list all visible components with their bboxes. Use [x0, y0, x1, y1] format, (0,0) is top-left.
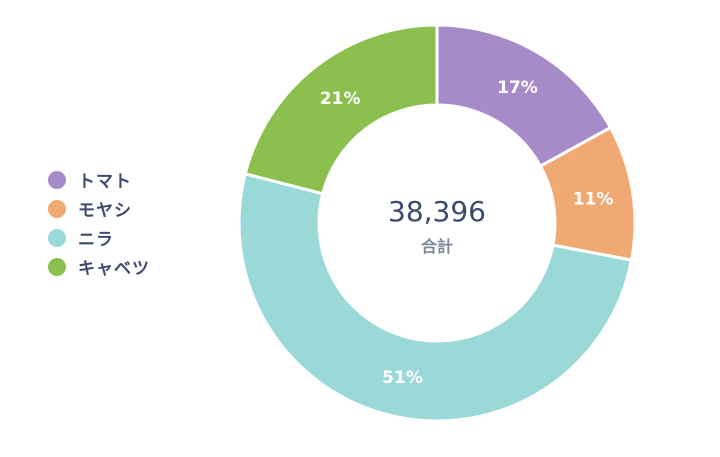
legend-label-cabbage: キャベツ [78, 259, 150, 279]
legend-swatch-cabbage [48, 257, 66, 276]
slice-labels: 17% 11% 51% 21% [320, 78, 614, 388]
legend-item-nira: ニラ [48, 226, 150, 250]
legend-swatch-moyashi [48, 199, 66, 218]
legend-swatch-nira [48, 228, 66, 247]
center-label: 合計 [421, 237, 453, 256]
legend-swatch-tomato [48, 170, 66, 189]
center-total: 38,396 [388, 195, 486, 228]
donut-slice-tomato [435, 23, 613, 169]
legend-label-moyashi: モヤシ [78, 201, 132, 221]
slice-label-moyashi: 11% [573, 189, 614, 209]
slice-label-tomato: 17% [497, 78, 538, 98]
chart-legend: トマト モヤシ ニラ キャベツ [48, 168, 150, 279]
legend-label-tomato: トマト [78, 172, 132, 192]
legend-label-nira: ニラ [78, 230, 114, 250]
donut-slices [237, 23, 637, 423]
slice-label-cabbage: 21% [320, 89, 361, 109]
legend-item-moyashi: モヤシ [48, 197, 150, 221]
donut-slice-nira [237, 171, 634, 423]
donut-slice-cabbage [243, 23, 439, 196]
legend-item-cabbage: キャベツ [48, 255, 150, 279]
slice-label-nira: 51% [382, 368, 423, 388]
legend-item-tomato: トマト [48, 168, 150, 192]
